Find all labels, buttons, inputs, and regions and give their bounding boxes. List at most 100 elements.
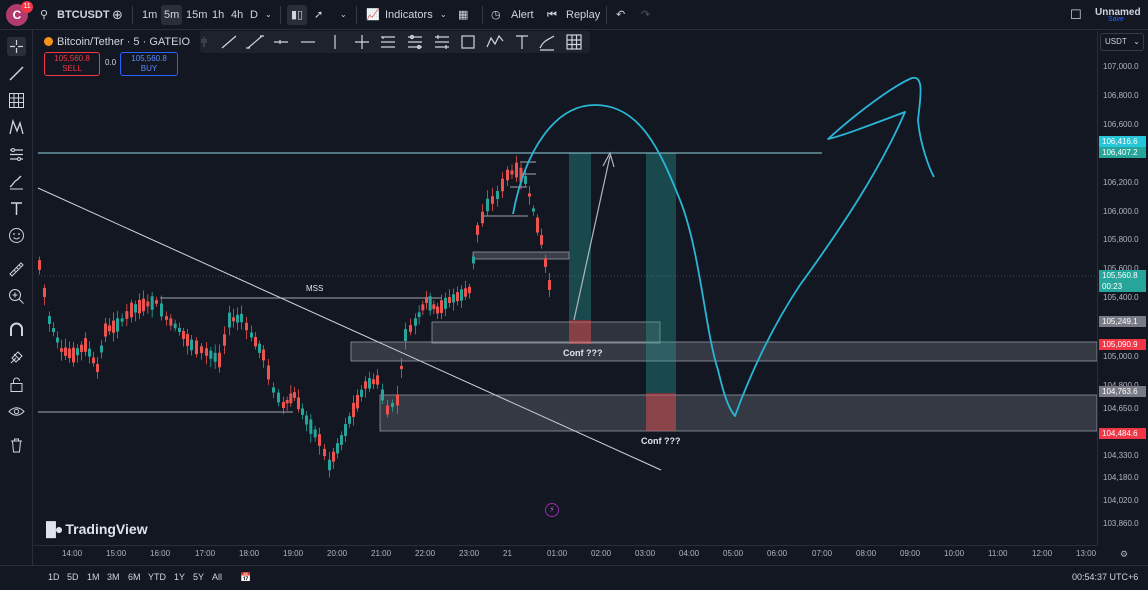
candle-body — [84, 338, 87, 352]
candle-body — [368, 378, 371, 389]
lock-drawings-icon[interactable] — [7, 348, 26, 367]
crosshair-icon[interactable] — [7, 37, 26, 56]
candle-body — [96, 364, 99, 372]
candle-body — [404, 328, 407, 342]
emoji-icon[interactable] — [7, 226, 26, 245]
candle-body — [190, 339, 193, 351]
time-tick: 05:00 — [723, 549, 744, 558]
range-button-1y[interactable]: 1Y — [174, 572, 186, 582]
range-button-5d[interactable]: 5D — [67, 572, 79, 582]
candle-body — [155, 300, 158, 304]
alert-icon[interactable]: ◷ — [491, 9, 501, 21]
indicators-chevron-icon[interactable]: ⌄ — [440, 10, 447, 19]
candle-body — [116, 318, 119, 332]
save-link[interactable]: Save — [1108, 16, 1124, 23]
range-button-1d[interactable]: 1D — [48, 572, 60, 582]
replay-button[interactable]: Replay — [566, 9, 601, 21]
candle-body — [381, 389, 384, 401]
range-button-3m[interactable]: 3M — [107, 572, 120, 582]
chart-type-line-icon[interactable]: ➚ — [314, 9, 324, 21]
buy-button[interactable]: 105,560.8 BUY — [120, 52, 178, 76]
interval-1m[interactable]: 1m — [142, 9, 158, 21]
symbol-legend[interactable]: Bitcoin/Tether · 5 · GATEIO — [44, 36, 190, 48]
interval-D[interactable]: D — [250, 9, 258, 21]
candle-body — [64, 347, 67, 356]
magnet-icon[interactable] — [7, 321, 26, 340]
candle-body — [130, 302, 133, 318]
supply-demand-zone — [431, 321, 661, 344]
ruler-icon[interactable] — [7, 260, 26, 279]
range-button-ytd[interactable]: YTD — [148, 572, 166, 582]
indicators-icon[interactable]: 📈 — [366, 9, 380, 21]
candle-body — [120, 318, 124, 322]
chart-pane[interactable] — [34, 31, 1097, 545]
trend-line-icon[interactable] — [7, 64, 26, 83]
lightning-icon[interactable]: ⚡ — [545, 503, 559, 517]
interval-1h[interactable]: 1h — [212, 9, 225, 21]
candle-body — [472, 256, 475, 264]
date-range-icon[interactable]: 📅 — [240, 572, 252, 582]
replay-icon[interactable]: ⏮ — [547, 9, 557, 21]
search-icon[interactable]: ⚲ — [40, 9, 49, 21]
drawing-tools-icons[interactable] — [200, 31, 590, 53]
spread-value: 0.0 — [105, 58, 117, 67]
candle-body — [456, 292, 459, 302]
candles-icon[interactable]: ▮▯ — [287, 5, 307, 25]
interval-5m[interactable]: 5m — [161, 5, 183, 25]
range-button-5y[interactable]: 5Y — [193, 572, 205, 582]
fib-retracement-icon[interactable] — [7, 91, 26, 110]
candle-body — [277, 392, 280, 403]
range-button-all[interactable]: All — [212, 572, 223, 582]
supply-demand-zone — [379, 394, 1097, 432]
candle-body — [501, 178, 504, 192]
currency-select[interactable]: USDT ⌄ — [1100, 33, 1144, 51]
text-icon[interactable] — [7, 199, 26, 218]
candle-body — [205, 348, 208, 356]
candle-body — [88, 348, 91, 357]
candle-body — [425, 296, 428, 304]
lock-icon[interactable] — [7, 375, 26, 394]
time-tick: 07:00 — [812, 549, 833, 558]
candle-body — [297, 397, 300, 410]
trash-icon[interactable] — [7, 436, 26, 455]
axis-settings-icon[interactable]: ⚙ — [1120, 549, 1129, 559]
prediction-icon[interactable] — [7, 145, 26, 164]
range-button-6m[interactable]: 6M — [128, 572, 141, 582]
eye-icon[interactable] — [7, 402, 26, 421]
time-axis[interactable] — [34, 545, 1097, 565]
undo-icon[interactable]: ↶ — [616, 9, 626, 21]
sell-button[interactable]: 105,560.8 SELL — [44, 52, 100, 76]
indicators-button[interactable]: Indicators — [385, 9, 433, 21]
symbol-search[interactable]: BTCUSDT — [57, 9, 110, 21]
chart-type-chevron-icon[interactable]: ⌄ — [340, 10, 347, 19]
projection-arrow-head — [602, 151, 615, 168]
price-label: 105,090.9 — [1099, 339, 1146, 350]
interval-15m[interactable]: 15m — [186, 9, 208, 21]
sell-price: 105,560.8 — [54, 54, 90, 63]
candle-body — [356, 394, 359, 409]
range-button-1m[interactable]: 1M — [87, 572, 100, 582]
templates-icon[interactable]: ▦ — [458, 9, 469, 21]
redo-icon[interactable]: ↷ — [641, 9, 651, 21]
brush-icon[interactable] — [7, 172, 26, 191]
price-chart[interactable] — [34, 31, 1097, 545]
zoom-in-icon[interactable] — [7, 287, 26, 306]
pattern-icon[interactable] — [7, 118, 26, 137]
candle-body — [528, 193, 531, 197]
layout-checkbox[interactable]: ☐ — [1070, 7, 1082, 22]
candle-body — [491, 196, 494, 204]
candle-body — [232, 317, 235, 322]
interval-chevron-down-icon[interactable]: ⌄ — [265, 10, 272, 19]
alert-button[interactable]: Alert — [511, 9, 534, 21]
clock-display[interactable]: 00:54:37 UTC+6 — [1072, 572, 1139, 582]
compare-symbol-icon[interactable]: ⊕ — [112, 7, 123, 22]
candle-body — [138, 299, 141, 314]
candle-body — [400, 365, 403, 370]
layout-name[interactable]: Unnamed — [1095, 7, 1141, 18]
time-tick: 21:00 — [371, 549, 392, 558]
candle-body — [108, 325, 111, 332]
interval-4h[interactable]: 4h — [231, 9, 244, 21]
candle-body — [146, 301, 150, 307]
candle-body — [548, 280, 551, 290]
candle-body — [267, 365, 270, 380]
